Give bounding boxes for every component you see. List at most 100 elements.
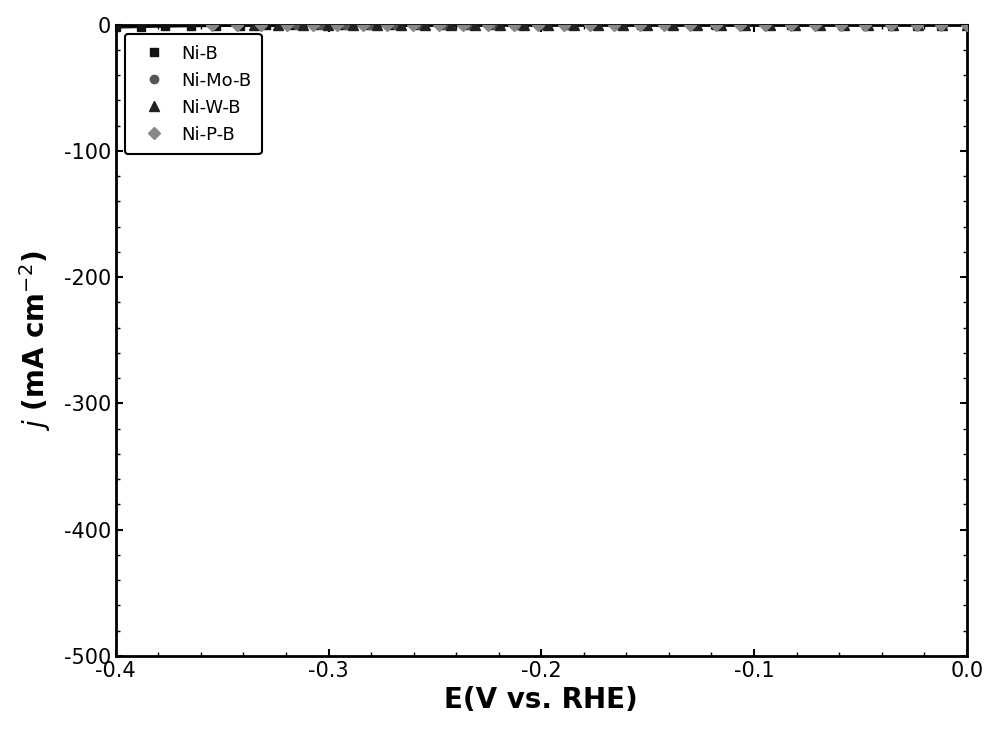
Ni-W-B	[961, 20, 973, 29]
Ni-Mo-B	[887, 20, 899, 29]
Ni-P-B	[608, 20, 620, 29]
Ni-P-B	[407, 20, 419, 29]
Ni-Mo-B	[812, 20, 824, 29]
Ni-W-B	[248, 20, 260, 29]
Ni-P-B	[307, 20, 319, 29]
Ni-B	[911, 20, 923, 29]
Ni-B	[436, 20, 448, 29]
Ni-W-B	[862, 20, 874, 29]
Ni-W-B	[322, 20, 334, 29]
Ni-B	[761, 20, 773, 29]
Ni-B	[710, 20, 722, 29]
Ni-Mo-B	[589, 20, 601, 29]
Ni-Mo-B	[390, 20, 402, 29]
Ni-W-B	[395, 20, 407, 29]
Ni-B	[335, 20, 347, 29]
Ni-P-B	[433, 20, 445, 29]
Ni-P-B	[508, 20, 520, 29]
Ni-W-B	[419, 20, 431, 29]
Ni-P-B	[911, 20, 923, 29]
Ni-P-B	[231, 20, 243, 29]
Ni-Mo-B	[315, 20, 327, 29]
Ni-P-B	[835, 20, 847, 29]
Ni-P-B	[357, 20, 369, 29]
Ni-B	[586, 20, 598, 29]
Ni-Mo-B	[638, 20, 650, 29]
Ni-W-B	[371, 20, 383, 29]
Ni-Mo-B	[489, 20, 501, 29]
Ni-Mo-B	[613, 20, 625, 29]
Ni-W-B	[739, 20, 751, 29]
Ni-B	[785, 20, 797, 29]
Ni-B	[836, 20, 848, 29]
Ni-Mo-B	[788, 20, 800, 29]
Ni-Mo-B	[937, 20, 949, 29]
Ni-P-B	[255, 20, 267, 29]
Ni-P-B	[759, 20, 771, 29]
Ni-W-B	[617, 20, 629, 29]
Ni-B	[135, 23, 147, 31]
Ni-B	[736, 20, 748, 29]
Ni-B	[935, 20, 947, 29]
Ni-B	[110, 23, 122, 31]
Ni-W-B	[887, 20, 899, 29]
Ni-Mo-B	[414, 20, 426, 29]
Ni-B	[260, 21, 272, 30]
Ni-P-B	[684, 20, 696, 29]
Ni-B	[635, 20, 647, 29]
Ni-B	[611, 20, 623, 29]
Ni-B	[811, 20, 823, 29]
Ni-P-B	[331, 20, 343, 29]
Ni-P-B	[785, 20, 797, 29]
Ni-Mo-B	[464, 20, 476, 29]
Ni-P-B	[457, 20, 469, 29]
Ni-B	[961, 20, 973, 29]
Ni-W-B	[568, 20, 580, 29]
Ni-W-B	[469, 20, 481, 29]
Ni-W-B	[445, 20, 457, 29]
Ni-W-B	[272, 20, 284, 29]
Legend: Ni-B, Ni-Mo-B, Ni-W-B, Ni-P-B: Ni-B, Ni-Mo-B, Ni-W-B, Ni-P-B	[125, 34, 262, 154]
Ni-P-B	[935, 20, 947, 29]
Ni-Mo-B	[663, 20, 675, 29]
Ni-Mo-B	[911, 20, 923, 29]
Ni-P-B	[482, 20, 494, 29]
Ni-B	[536, 20, 548, 29]
Ni-P-B	[558, 20, 570, 29]
Ni-Mo-B	[340, 20, 352, 29]
Y-axis label: $j$ (mA cm$^{-2}$): $j$ (mA cm$^{-2}$)	[17, 250, 53, 431]
Ni-P-B	[634, 20, 646, 29]
Ni-W-B	[347, 20, 359, 29]
Line: Ni-Mo-B: Ni-Mo-B	[292, 20, 971, 29]
Ni-P-B	[206, 20, 218, 29]
Ni-W-B	[297, 20, 309, 29]
Ni-B	[159, 22, 171, 31]
Ni-P-B	[859, 20, 871, 29]
Ni-W-B	[814, 20, 826, 29]
Ni-Mo-B	[291, 20, 303, 29]
Ni-B	[886, 20, 898, 29]
Ni-Mo-B	[837, 20, 849, 29]
Ni-B	[661, 20, 673, 29]
Ni-B	[185, 22, 197, 31]
Ni-Mo-B	[563, 20, 575, 29]
Line: Ni-W-B: Ni-W-B	[249, 20, 972, 30]
Ni-P-B	[532, 20, 544, 29]
Ni-Mo-B	[738, 20, 750, 29]
Ni-B	[309, 20, 321, 29]
Ni-B	[860, 20, 872, 29]
Ni-W-B	[838, 20, 850, 29]
Ni-W-B	[641, 20, 653, 29]
Ni-Mo-B	[539, 20, 551, 29]
Ni-Mo-B	[961, 20, 973, 29]
Ni-B	[234, 21, 246, 30]
Ni-W-B	[542, 20, 554, 29]
Ni-B	[459, 20, 471, 29]
Ni-W-B	[764, 20, 776, 29]
Ni-W-B	[789, 20, 801, 29]
Ni-W-B	[592, 20, 604, 29]
Line: Ni-B: Ni-B	[112, 20, 971, 31]
Ni-B	[384, 20, 396, 29]
Ni-Mo-B	[440, 20, 452, 29]
Ni-B	[686, 20, 698, 29]
